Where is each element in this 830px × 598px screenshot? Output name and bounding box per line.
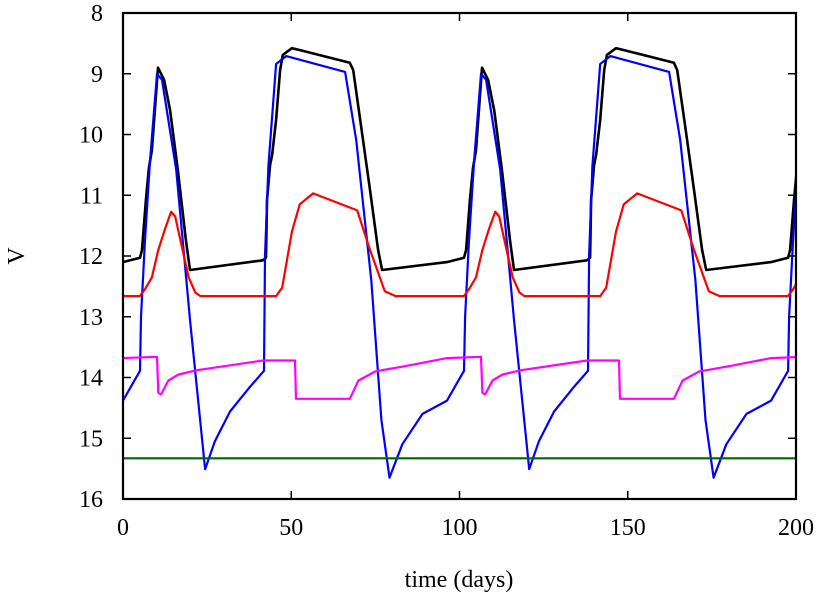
y-axis-label: V [4, 247, 30, 265]
y-tick-label: 12 [79, 244, 103, 270]
y-tick-label: 8 [91, 1, 103, 27]
y-tick-label: 16 [79, 487, 103, 513]
y-tick-label: 11 [80, 183, 103, 209]
x-tick-label: 50 [279, 515, 303, 541]
y-tick-label: 9 [91, 62, 103, 88]
series-layer [123, 46, 796, 479]
x-tick-label: 200 [778, 515, 814, 541]
y-tick-label: 10 [79, 123, 103, 149]
series-component-magenta [123, 355, 796, 400]
series-component-red [123, 192, 796, 298]
x-axis-label: time (days) [405, 567, 514, 593]
x-tick-label: 100 [442, 515, 478, 541]
series-component-blue [123, 54, 796, 479]
y-tick-label: 13 [79, 305, 103, 331]
x-tick-label: 150 [610, 515, 646, 541]
series-total [123, 46, 796, 272]
ticks-layer: 0 50 100 150 200 8 9 10 11 12 13 14 15 16 [79, 1, 814, 541]
y-tick-label: 15 [79, 426, 103, 452]
y-tick-label: 14 [79, 366, 103, 392]
x-tick-label: 0 [117, 515, 129, 541]
